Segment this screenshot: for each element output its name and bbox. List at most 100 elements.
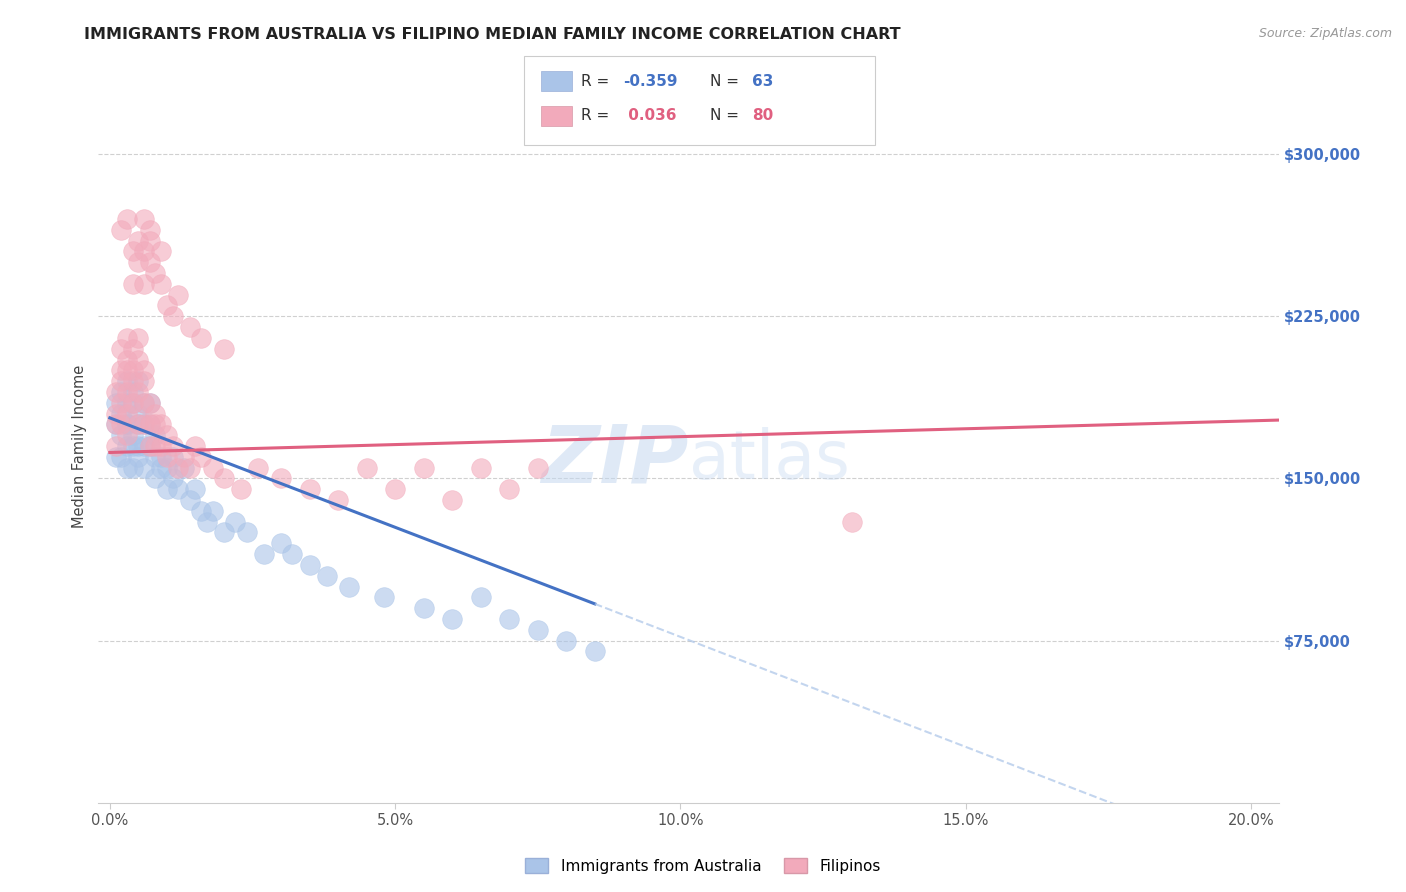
Point xyxy=(139,439,162,453)
Point xyxy=(127,450,149,464)
Point xyxy=(190,450,212,464)
Point xyxy=(139,223,162,237)
Point xyxy=(115,396,138,410)
Point xyxy=(110,407,132,421)
Point xyxy=(121,460,143,475)
Point xyxy=(145,471,167,485)
Point xyxy=(841,515,863,529)
Point xyxy=(115,417,138,432)
Point xyxy=(139,417,162,432)
Point xyxy=(132,363,155,377)
Point xyxy=(121,277,143,291)
Point xyxy=(441,612,464,626)
Point xyxy=(110,384,132,399)
Point xyxy=(115,417,138,432)
Point xyxy=(270,536,292,550)
Point xyxy=(150,450,173,464)
Point xyxy=(229,482,252,496)
Point xyxy=(167,287,190,301)
Point xyxy=(132,374,155,388)
Point xyxy=(470,591,492,605)
Point xyxy=(212,342,235,356)
Point xyxy=(132,211,155,226)
Point xyxy=(173,460,195,475)
Point xyxy=(104,384,127,399)
Point xyxy=(150,439,173,453)
Point xyxy=(132,244,155,259)
Point xyxy=(498,612,520,626)
Point xyxy=(162,439,184,453)
Point xyxy=(121,384,143,399)
Point xyxy=(110,450,132,464)
Point xyxy=(121,342,143,356)
Point xyxy=(121,396,143,410)
Point xyxy=(526,460,548,475)
Text: 0.036: 0.036 xyxy=(623,109,676,123)
Point xyxy=(139,255,162,269)
Point xyxy=(373,591,395,605)
Point xyxy=(127,439,149,453)
Point xyxy=(104,407,127,421)
Point xyxy=(412,460,434,475)
Point xyxy=(104,450,127,464)
Point xyxy=(162,310,184,324)
Point xyxy=(115,331,138,345)
Point xyxy=(110,342,132,356)
Point xyxy=(145,450,167,464)
Point xyxy=(115,460,138,475)
Point xyxy=(156,482,179,496)
Point xyxy=(132,277,155,291)
Point xyxy=(356,460,378,475)
Point xyxy=(110,428,132,442)
Point xyxy=(315,568,337,582)
Point xyxy=(115,352,138,367)
Point xyxy=(132,396,155,410)
Point xyxy=(115,407,138,421)
Point xyxy=(139,417,162,432)
Point xyxy=(110,223,132,237)
Point xyxy=(127,384,149,399)
Point xyxy=(127,234,149,248)
Text: Source: ZipAtlas.com: Source: ZipAtlas.com xyxy=(1258,27,1392,40)
Point xyxy=(212,471,235,485)
Point xyxy=(555,633,578,648)
Point xyxy=(121,428,143,442)
Point xyxy=(412,601,434,615)
Point xyxy=(127,417,149,432)
Point xyxy=(139,439,162,453)
Point xyxy=(162,471,184,485)
Point xyxy=(115,439,138,453)
Point xyxy=(139,396,162,410)
Point xyxy=(145,407,167,421)
Point xyxy=(139,234,162,248)
Text: -0.359: -0.359 xyxy=(623,74,678,88)
Point xyxy=(145,428,167,442)
Text: R =: R = xyxy=(581,109,614,123)
Point xyxy=(127,417,149,432)
Point xyxy=(156,460,179,475)
Point xyxy=(173,450,195,464)
Text: ZIP: ZIP xyxy=(541,421,689,500)
Point xyxy=(184,482,207,496)
Point xyxy=(281,547,304,561)
Point xyxy=(110,363,132,377)
Point xyxy=(156,298,179,312)
Point xyxy=(526,623,548,637)
Point xyxy=(179,460,201,475)
Point xyxy=(145,439,167,453)
Point xyxy=(121,396,143,410)
Text: R =: R = xyxy=(581,74,614,88)
Point xyxy=(156,428,179,442)
Point xyxy=(104,417,127,432)
Point xyxy=(150,460,173,475)
Point xyxy=(150,277,173,291)
Point xyxy=(212,525,235,540)
Point xyxy=(190,504,212,518)
Point xyxy=(270,471,292,485)
Point xyxy=(179,493,201,508)
Point xyxy=(127,352,149,367)
Point xyxy=(201,504,224,518)
Point xyxy=(384,482,406,496)
Point xyxy=(127,255,149,269)
Point xyxy=(115,374,138,388)
